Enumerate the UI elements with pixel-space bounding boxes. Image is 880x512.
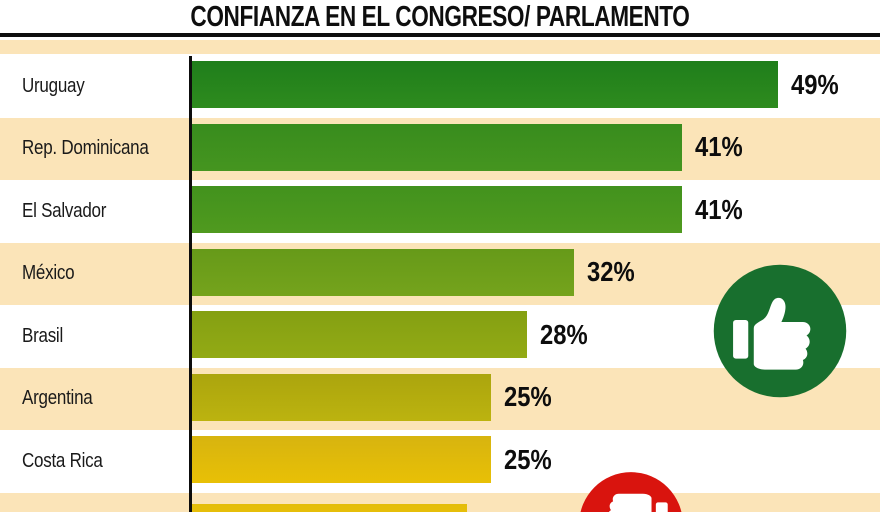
chart-row-el-salvador: El Salvador 41% <box>0 180 880 243</box>
value-label: 49% <box>791 68 839 100</box>
thumbs-down-icon <box>580 472 682 512</box>
country-label: Rep. Dominicana <box>22 137 149 160</box>
bar-clipped <box>192 503 467 512</box>
chart-row-clipped <box>0 492 880 512</box>
country-label: Argentina <box>22 387 93 410</box>
country-label: El Salvador <box>22 199 107 222</box>
chart-row-rep-dominicana: Rep. Dominicana 41% <box>0 117 880 180</box>
country-label: Brasil <box>22 324 63 347</box>
chart-row-uruguay: Uruguay 49% <box>0 55 880 118</box>
header-accent-stripe <box>0 40 880 54</box>
value-label: 28% <box>540 318 588 350</box>
chart-title: CONFIANZA EN EL CONGRESO/ PARLAMENTO <box>190 1 690 33</box>
chart-baseline-axis <box>189 56 192 512</box>
value-label: 41% <box>695 193 743 225</box>
thumbs-up-icon <box>713 264 847 398</box>
bar-mexico <box>192 248 574 296</box>
value-label: 41% <box>695 131 743 162</box>
chart-row-costa-rica: Costa Rica 25% <box>0 430 880 493</box>
country-label: Costa Rica <box>22 449 103 472</box>
bar-uruguay <box>192 61 778 108</box>
country-label: México <box>22 262 75 285</box>
country-label: Uruguay <box>22 74 85 97</box>
bar-el-salvador <box>192 186 682 233</box>
bar-costa-rica <box>192 436 491 483</box>
value-label: 25% <box>504 381 552 412</box>
bar-argentina <box>192 373 491 421</box>
title-divider-rule <box>0 33 880 37</box>
bar-rep-dominicana <box>192 123 682 171</box>
bar-brasil <box>192 311 527 358</box>
value-label: 25% <box>504 443 552 475</box>
value-label: 32% <box>587 256 635 287</box>
